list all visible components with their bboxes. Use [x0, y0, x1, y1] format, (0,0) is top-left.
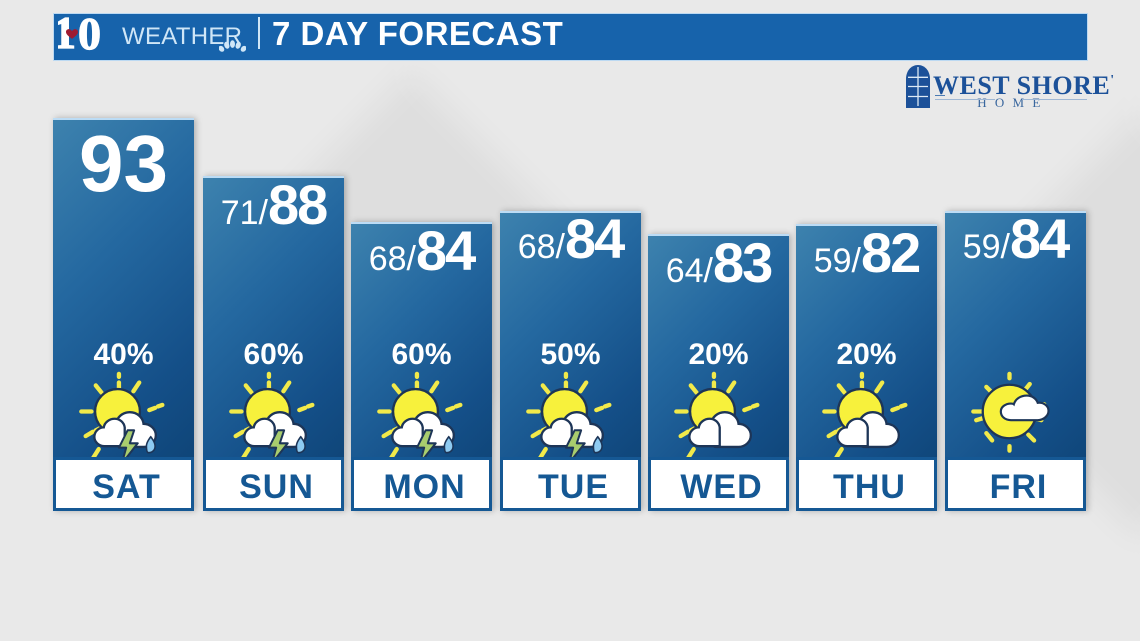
svg-text:0: 0	[78, 15, 101, 55]
